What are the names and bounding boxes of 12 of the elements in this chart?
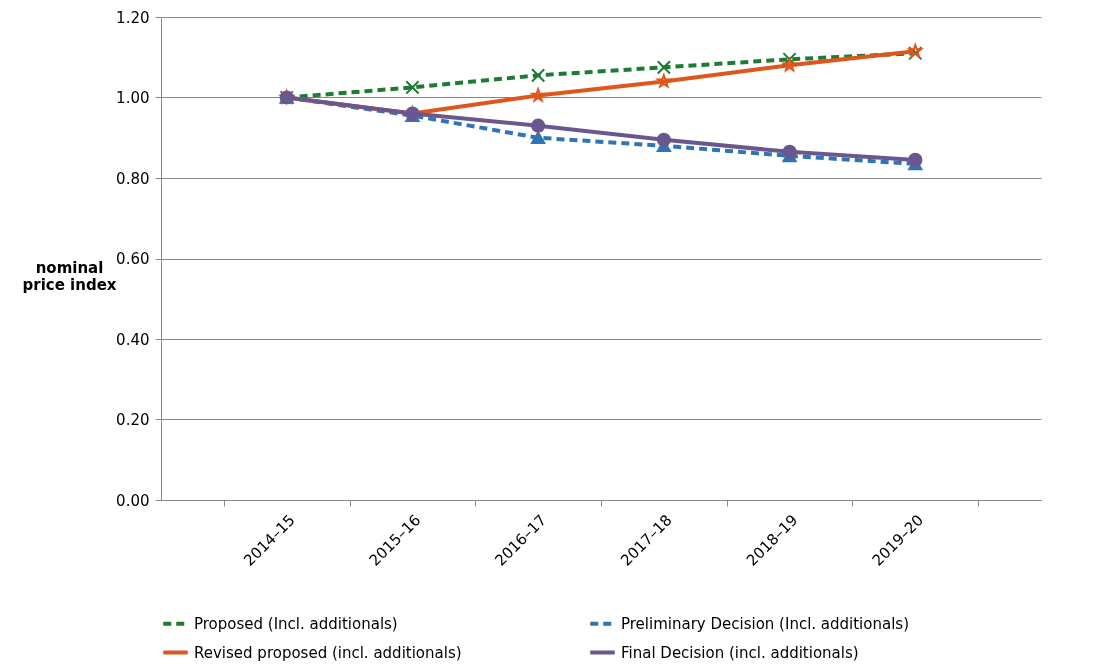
y-tick-label: 0.20 bbox=[116, 411, 150, 429]
y-tick-label: 0.80 bbox=[116, 169, 150, 188]
y-tick-label: 0.40 bbox=[116, 330, 150, 349]
legend-label: Revised proposed (incl. additionals) bbox=[194, 643, 462, 662]
y-tick-label: 0.60 bbox=[116, 250, 150, 268]
y-tick-label: 1.20 bbox=[116, 8, 150, 27]
legend-label: Preliminary Decision (Incl. additionals) bbox=[621, 614, 909, 633]
legend-label: Final Decision (incl. additionals) bbox=[621, 643, 859, 662]
y-axis-title: nominal price index bbox=[22, 258, 117, 294]
legend-label: Proposed (Incl. additionals) bbox=[194, 614, 398, 633]
y-tick-label: 0.00 bbox=[116, 491, 150, 510]
y-tick-label: 1.00 bbox=[116, 89, 150, 107]
